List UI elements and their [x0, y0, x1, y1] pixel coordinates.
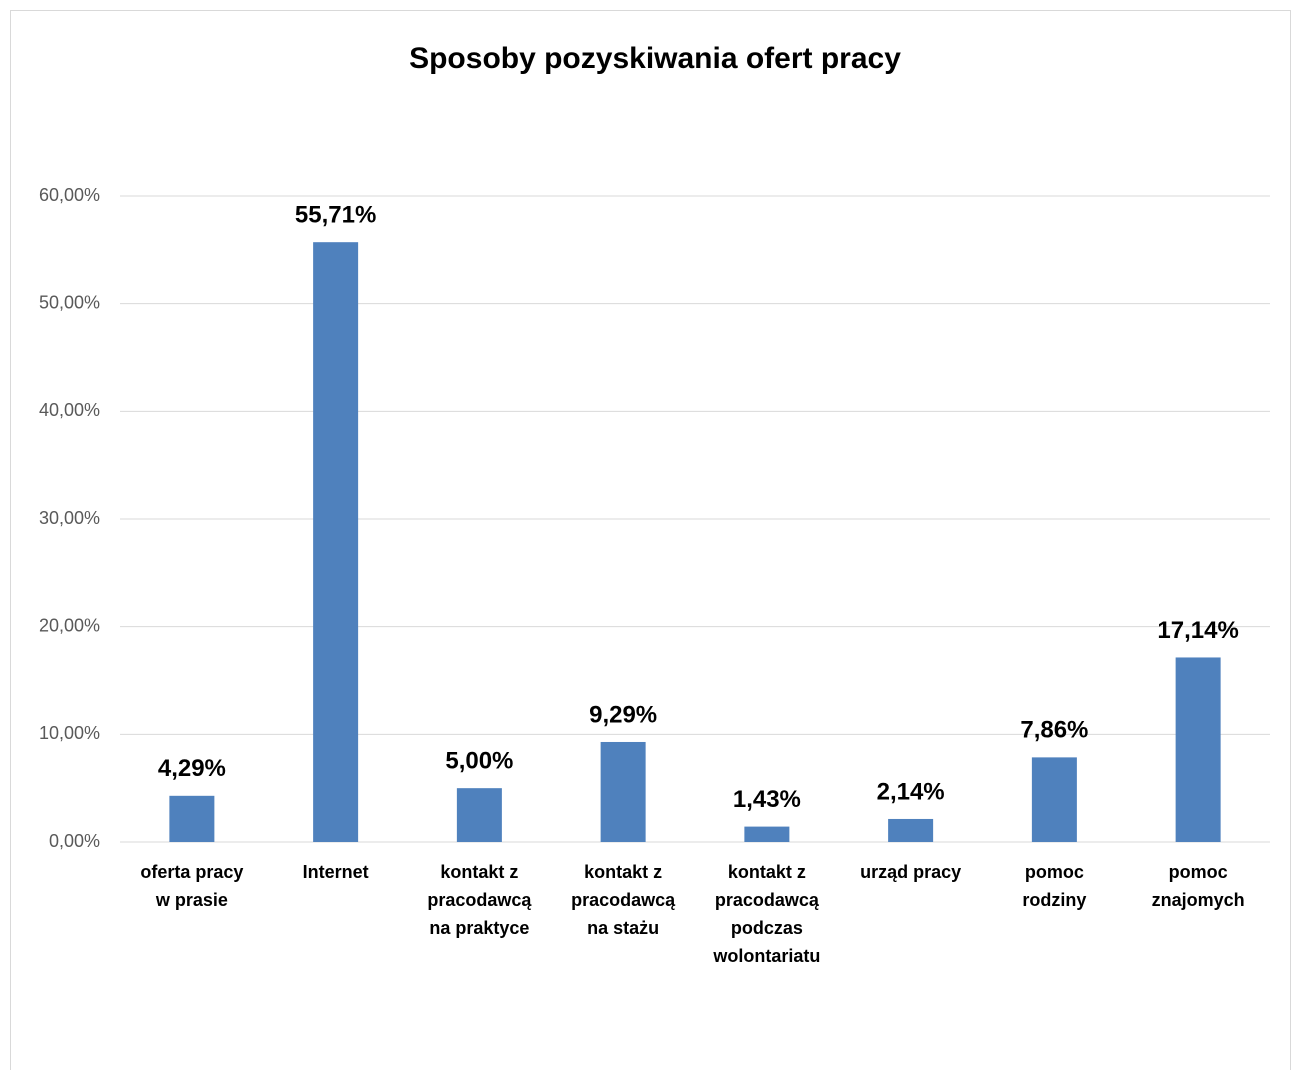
bar: [1175, 657, 1221, 842]
data-label: 7,86%: [1020, 717, 1088, 744]
y-tick-label: 30,00%: [39, 508, 100, 528]
data-label: 5,00%: [445, 748, 513, 775]
y-tick-label: 60,00%: [39, 185, 100, 205]
bar: [456, 788, 502, 842]
data-label: 9,29%: [589, 701, 657, 728]
chart-border: [10, 10, 1291, 1070]
y-tick-label: 0,00%: [49, 831, 100, 851]
bar: [744, 826, 790, 842]
y-tick-label: 40,00%: [39, 400, 100, 420]
data-label: 2,14%: [877, 778, 945, 805]
bar: [313, 242, 359, 843]
x-tick-label: oferta pracy w prasie: [140, 862, 244, 910]
x-tick-label: kontakt z pracodawcą na praktyce: [427, 862, 532, 938]
y-tick-label: 20,00%: [39, 615, 100, 635]
bar: [888, 818, 934, 842]
x-tick-label: pomoc rodziny: [1022, 862, 1087, 910]
chart-title: Sposoby pozyskiwania ofert pracy: [409, 42, 901, 75]
bar: [600, 741, 646, 842]
bar: [1031, 757, 1077, 842]
data-label: 4,29%: [158, 755, 226, 782]
data-label: 55,71%: [295, 202, 376, 229]
y-tick-label: 10,00%: [39, 723, 100, 743]
x-tick-label: Internet: [302, 862, 369, 882]
data-label: 1,43%: [733, 786, 801, 813]
x-tick-label: urząd pracy: [860, 862, 962, 882]
x-tick-label: kontakt z pracodawcą na stażu: [571, 862, 676, 938]
y-tick-label: 50,00%: [39, 292, 100, 312]
x-tick-label: pomoc znajomych: [1151, 862, 1245, 910]
x-tick-label: kontakt z pracodawcą podczas wolontariat…: [713, 862, 821, 966]
bar: [169, 795, 215, 842]
data-label: 17,14%: [1157, 617, 1238, 644]
